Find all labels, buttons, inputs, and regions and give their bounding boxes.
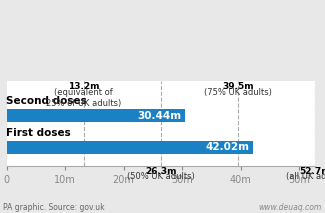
Text: 52.7m: 52.7m bbox=[299, 167, 325, 176]
Bar bbox=[6, 109, 185, 122]
Text: 30.44m: 30.44m bbox=[138, 111, 182, 121]
Text: First doses: First doses bbox=[6, 128, 71, 138]
Text: (equivalent of
25% of UK adults): (equivalent of 25% of UK adults) bbox=[46, 88, 122, 108]
Text: Second doses: Second doses bbox=[6, 96, 87, 106]
Text: 42.02m: 42.02m bbox=[206, 142, 250, 152]
Text: (75% UK adults): (75% UK adults) bbox=[204, 88, 272, 97]
Text: PA graphic. Source: gov.uk: PA graphic. Source: gov.uk bbox=[3, 203, 105, 212]
Bar bbox=[6, 141, 253, 154]
Text: www.deuaq.com: www.deuaq.com bbox=[258, 203, 322, 212]
Text: 13.2m: 13.2m bbox=[68, 82, 99, 91]
Text: (50% UK adults): (50% UK adults) bbox=[127, 173, 194, 181]
Text: 39.5m: 39.5m bbox=[222, 82, 254, 91]
Text: 26.3m: 26.3m bbox=[145, 167, 176, 176]
Text: (all UK adults): (all UK adults) bbox=[286, 173, 325, 181]
